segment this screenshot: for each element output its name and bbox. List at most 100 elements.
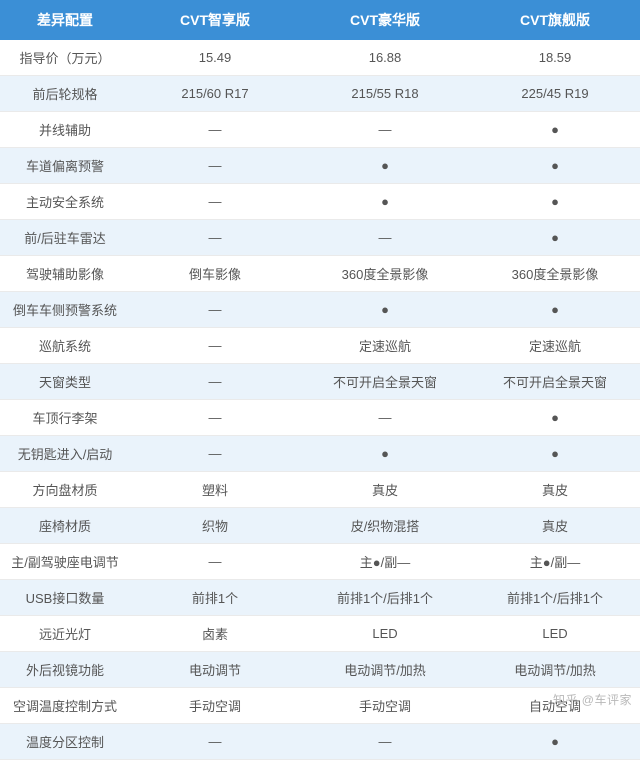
feature-value: — xyxy=(130,544,300,580)
feature-value: ● xyxy=(470,220,640,256)
feature-value: ● xyxy=(470,112,640,148)
table-row: 并线辅助——● xyxy=(0,112,640,148)
feature-value: — xyxy=(130,328,300,364)
feature-label: 前后轮规格 xyxy=(0,76,130,112)
feature-value: ● xyxy=(470,148,640,184)
feature-value: 18.59 xyxy=(470,40,640,76)
watermark-text: 知乎 @车评家 xyxy=(553,691,632,708)
feature-value: 卤素 xyxy=(130,616,300,652)
feature-value: ● xyxy=(470,436,640,472)
feature-value: ● xyxy=(300,184,470,220)
table-row: 空调温度控制方式手动空调手动空调自动空调 xyxy=(0,688,640,724)
table-row: 天窗类型—不可开启全景天窗不可开启全景天窗 xyxy=(0,364,640,400)
table-row: 巡航系统—定速巡航定速巡航 xyxy=(0,328,640,364)
feature-label: 指导价（万元） xyxy=(0,40,130,76)
feature-label: 无钥匙进入/启动 xyxy=(0,436,130,472)
table-row: 无钥匙进入/启动—●● xyxy=(0,436,640,472)
feature-value: — xyxy=(130,724,300,760)
feature-label: 主动安全系统 xyxy=(0,184,130,220)
feature-value: 前排1个/后排1个 xyxy=(300,580,470,616)
feature-label: 并线辅助 xyxy=(0,112,130,148)
table-row: 驾驶辅助影像倒车影像360度全景影像360度全景影像 xyxy=(0,256,640,292)
feature-value: 225/45 R19 xyxy=(470,76,640,112)
table-row: 前后轮规格215/60 R17215/55 R18225/45 R19 xyxy=(0,76,640,112)
feature-value: — xyxy=(130,112,300,148)
feature-value: 15.49 xyxy=(130,40,300,76)
feature-value: ● xyxy=(470,292,640,328)
feature-label: 巡航系统 xyxy=(0,328,130,364)
feature-label: 外后视镜功能 xyxy=(0,652,130,688)
feature-value: 主●/副— xyxy=(300,544,470,580)
table-row: 指导价（万元）15.4916.8818.59 xyxy=(0,40,640,76)
table-row: 温度分区控制——● xyxy=(0,724,640,760)
feature-value: 电动调节/加热 xyxy=(300,652,470,688)
feature-label: 车顶行李架 xyxy=(0,400,130,436)
feature-value: LED xyxy=(300,616,470,652)
feature-value: ● xyxy=(470,184,640,220)
feature-value: 织物 xyxy=(130,508,300,544)
feature-label: 空调温度控制方式 xyxy=(0,688,130,724)
feature-value: 电动调节/加热 xyxy=(470,652,640,688)
feature-label: 前/后驻车雷达 xyxy=(0,220,130,256)
feature-value: 主●/副— xyxy=(470,544,640,580)
feature-value: ● xyxy=(300,436,470,472)
feature-value: — xyxy=(300,400,470,436)
table-row: 座椅材质织物皮/织物混搭真皮 xyxy=(0,508,640,544)
feature-value: ● xyxy=(470,724,640,760)
table-row: 远近光灯卤素LEDLED xyxy=(0,616,640,652)
feature-label: 座椅材质 xyxy=(0,508,130,544)
table-header-row: 差异配置 CVT智享版 CVT豪华版 CVT旗舰版 xyxy=(0,0,640,40)
table-row: 主动安全系统—●● xyxy=(0,184,640,220)
table-body: 指导价（万元）15.4916.8818.59前后轮规格215/60 R17215… xyxy=(0,40,640,760)
feature-value: — xyxy=(300,724,470,760)
feature-value: 前排1个/后排1个 xyxy=(470,580,640,616)
feature-value: 215/60 R17 xyxy=(130,76,300,112)
feature-value: ● xyxy=(470,400,640,436)
feature-value: 塑料 xyxy=(130,472,300,508)
feature-value: LED xyxy=(470,616,640,652)
feature-value: — xyxy=(130,220,300,256)
feature-value: 不可开启全景天窗 xyxy=(300,364,470,400)
feature-label: 倒车车侧预警系统 xyxy=(0,292,130,328)
feature-value: 真皮 xyxy=(300,472,470,508)
feature-value: 皮/织物混搭 xyxy=(300,508,470,544)
feature-value: — xyxy=(300,112,470,148)
table-row: 前/后驻车雷达——● xyxy=(0,220,640,256)
table-row: 方向盘材质塑料真皮真皮 xyxy=(0,472,640,508)
feature-label: 车道偏离预警 xyxy=(0,148,130,184)
table-row: USB接口数量前排1个前排1个/后排1个前排1个/后排1个 xyxy=(0,580,640,616)
feature-value: 手动空调 xyxy=(130,688,300,724)
table-row: 主/副驾驶座电调节—主●/副—主●/副— xyxy=(0,544,640,580)
feature-value: ● xyxy=(300,292,470,328)
table-row: 车道偏离预警—●● xyxy=(0,148,640,184)
feature-value: — xyxy=(130,364,300,400)
feature-value: 倒车影像 xyxy=(130,256,300,292)
feature-label: 天窗类型 xyxy=(0,364,130,400)
col-header-feature: 差异配置 xyxy=(0,0,130,40)
feature-value: 360度全景影像 xyxy=(300,256,470,292)
feature-value: 215/55 R18 xyxy=(300,76,470,112)
feature-value: 16.88 xyxy=(300,40,470,76)
table-row: 外后视镜功能电动调节电动调节/加热电动调节/加热 xyxy=(0,652,640,688)
feature-value: — xyxy=(130,292,300,328)
table-row: 车顶行李架——● xyxy=(0,400,640,436)
feature-label: 驾驶辅助影像 xyxy=(0,256,130,292)
table-row: 倒车车侧预警系统—●● xyxy=(0,292,640,328)
feature-value: — xyxy=(300,220,470,256)
feature-value: 不可开启全景天窗 xyxy=(470,364,640,400)
feature-value: 真皮 xyxy=(470,472,640,508)
feature-label: 温度分区控制 xyxy=(0,724,130,760)
col-header-trim2: CVT豪华版 xyxy=(300,0,470,40)
feature-value: — xyxy=(130,400,300,436)
feature-label: 方向盘材质 xyxy=(0,472,130,508)
feature-label: 远近光灯 xyxy=(0,616,130,652)
feature-value: 定速巡航 xyxy=(470,328,640,364)
feature-value: — xyxy=(130,148,300,184)
col-header-trim3: CVT旗舰版 xyxy=(470,0,640,40)
feature-label: 主/副驾驶座电调节 xyxy=(0,544,130,580)
comparison-table: 差异配置 CVT智享版 CVT豪华版 CVT旗舰版 指导价（万元）15.4916… xyxy=(0,0,640,760)
feature-value: — xyxy=(130,184,300,220)
feature-value: 定速巡航 xyxy=(300,328,470,364)
feature-value: 真皮 xyxy=(470,508,640,544)
feature-value: ● xyxy=(300,148,470,184)
